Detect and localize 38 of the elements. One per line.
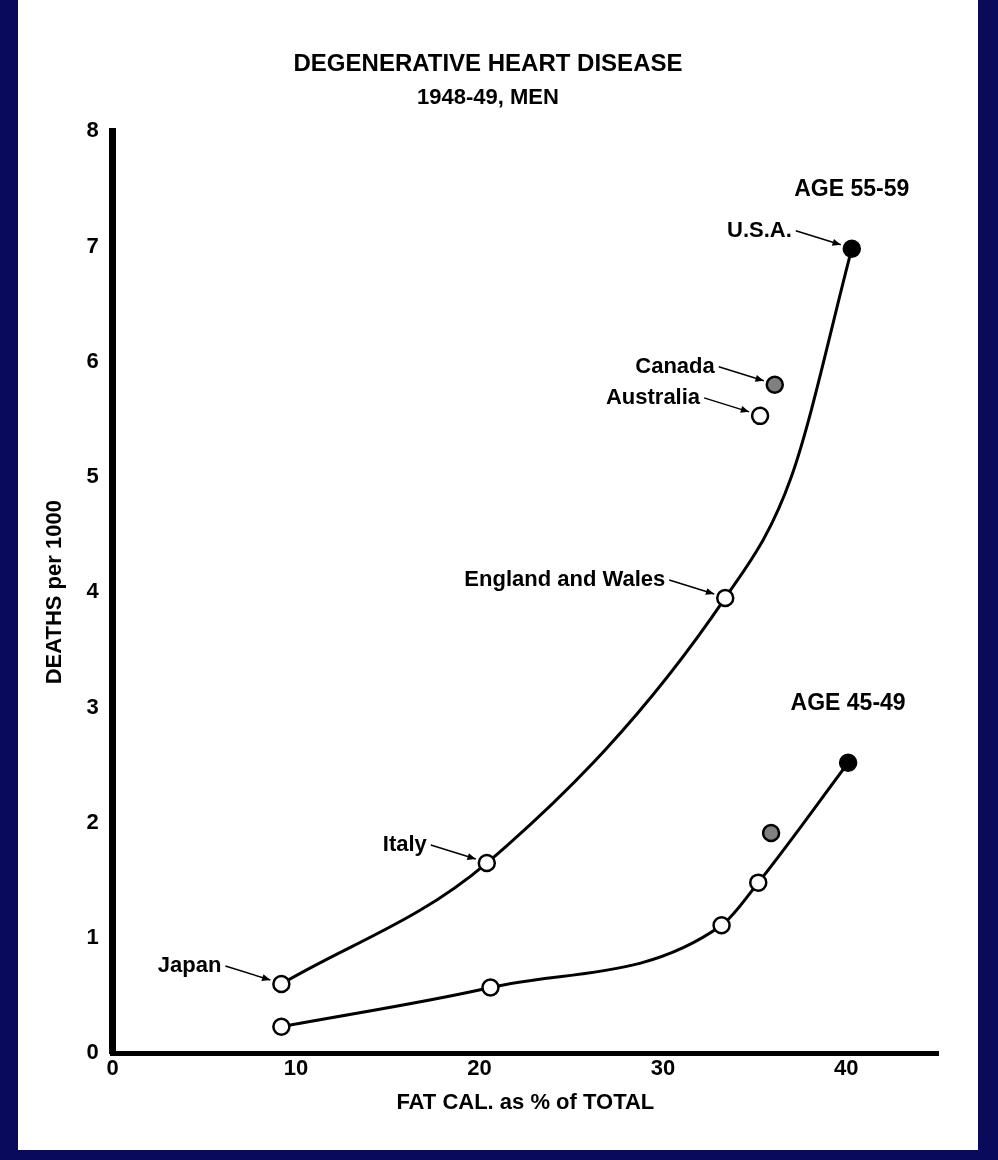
- x-tick-label: 0: [106, 1055, 119, 1081]
- y-tick-label: 5: [86, 463, 99, 489]
- annotation: U.S.A.: [727, 216, 792, 242]
- point: [481, 978, 500, 997]
- y-tick-label: 6: [86, 347, 99, 373]
- chart-subtitle: 1948-49, MEN: [417, 84, 559, 110]
- point: [272, 974, 291, 994]
- y-tick-label: 1: [86, 924, 99, 950]
- chart-title: DEGENERATIVE HEART DISEASE: [293, 49, 683, 77]
- x-tick-label: 10: [283, 1055, 309, 1081]
- annotation: England and Wales: [464, 566, 666, 592]
- annotation: Italy: [382, 831, 428, 857]
- point: [712, 916, 731, 935]
- point: [715, 588, 735, 608]
- annotation: Australia: [605, 383, 701, 409]
- text: AGE 55-59: [794, 174, 910, 201]
- x-axis-title: FAT CAL. as % of TOTAL: [396, 1088, 655, 1114]
- point: [750, 406, 770, 426]
- point: [272, 1017, 291, 1036]
- point: [761, 823, 781, 843]
- annotation: Canada: [635, 352, 716, 378]
- y-tick-label: 2: [86, 808, 99, 834]
- y-tick-label: 3: [86, 693, 99, 719]
- y-tick-label: 0: [86, 1039, 99, 1065]
- point: [765, 375, 785, 394]
- x-tick-label: 30: [650, 1055, 676, 1081]
- y-tick-label: 8: [86, 117, 99, 143]
- point: [749, 873, 768, 892]
- text: AGE 45-49: [790, 688, 906, 715]
- annotation: Japan: [157, 952, 222, 978]
- x-tick-label: 20: [467, 1055, 492, 1081]
- point: [838, 753, 858, 773]
- y-tick-label: 4: [86, 578, 100, 604]
- point: [477, 853, 497, 873]
- y-axis-title: DEATHS per 1000: [41, 500, 67, 685]
- x-tick-label: 40: [834, 1055, 859, 1081]
- y-tick-label: 7: [86, 232, 99, 258]
- point: [842, 239, 862, 259]
